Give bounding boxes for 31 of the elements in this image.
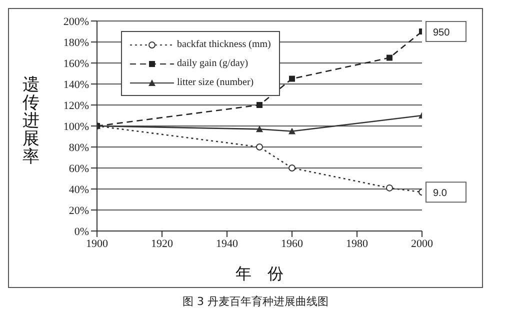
y-tick-label: 20% — [68, 204, 89, 217]
point — [386, 184, 393, 192]
point — [256, 144, 263, 150]
legend-label: litter size (number) — [177, 77, 254, 88]
point — [288, 164, 296, 172]
y-tick-label: 140% — [63, 78, 89, 91]
x-tick-label: 2000 — [411, 238, 434, 250]
y-tick-label: 120% — [63, 100, 89, 112]
point — [386, 54, 392, 61]
y-tick-label: 0% — [74, 226, 89, 238]
y-tick-label: 60% — [68, 162, 89, 175]
x-tick-label: 1940 — [216, 238, 238, 250]
y-axis-title: 遗传进展率 — [22, 75, 40, 166]
y-tick-label: 200% — [63, 16, 89, 28]
legend-label: backfat thickness (mm) — [177, 39, 271, 50]
y-tick-label: 180% — [63, 36, 89, 49]
x-tick-label: 1960 — [281, 238, 304, 250]
annotation: 9.0 — [433, 188, 448, 200]
caption: 图 3 丹麦百年育种进展曲线图 — [182, 294, 330, 309]
x-tick-label: 1920 — [151, 238, 174, 250]
y-tick-label: 40% — [68, 184, 89, 196]
point — [289, 76, 295, 82]
legend-label: daily gain (g/day) — [177, 58, 248, 69]
x-axis-title: 年 份 — [236, 266, 284, 283]
point — [256, 102, 262, 108]
y-tick-label: 80% — [68, 142, 89, 154]
y-tick-label: 100% — [63, 120, 89, 133]
annotation: 950 — [433, 28, 450, 38]
x-tick-label: 1900 — [86, 238, 108, 250]
y-tick-label: 160% — [63, 58, 89, 70]
x-tick-label: 1980 — [346, 238, 368, 250]
